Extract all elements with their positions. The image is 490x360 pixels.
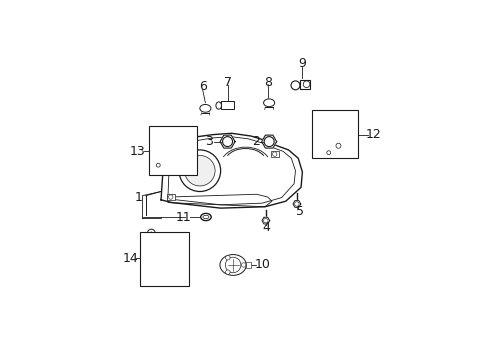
Circle shape — [157, 129, 165, 137]
Circle shape — [335, 111, 343, 118]
Bar — [149, 237, 154, 246]
Text: 10: 10 — [254, 258, 270, 271]
Bar — [221, 102, 234, 109]
Circle shape — [225, 256, 230, 260]
Bar — [320, 118, 325, 127]
Polygon shape — [262, 217, 270, 224]
Bar — [140, 232, 189, 286]
Ellipse shape — [291, 81, 300, 90]
Circle shape — [264, 219, 268, 223]
Circle shape — [156, 163, 160, 167]
Circle shape — [272, 152, 277, 156]
Circle shape — [242, 263, 246, 267]
Text: 8: 8 — [264, 76, 272, 89]
Text: 7: 7 — [223, 76, 232, 89]
Circle shape — [222, 136, 233, 147]
Ellipse shape — [203, 215, 209, 219]
Circle shape — [164, 262, 172, 270]
Circle shape — [169, 195, 173, 199]
Circle shape — [147, 229, 155, 237]
Bar — [337, 118, 342, 127]
Text: 14: 14 — [122, 252, 138, 265]
Polygon shape — [220, 135, 235, 148]
Bar — [167, 194, 174, 201]
Ellipse shape — [201, 213, 211, 221]
Circle shape — [294, 202, 299, 206]
Circle shape — [336, 143, 341, 148]
Text: 5: 5 — [296, 205, 304, 218]
Ellipse shape — [200, 104, 211, 112]
Polygon shape — [293, 201, 301, 207]
Ellipse shape — [216, 102, 221, 109]
Text: 4: 4 — [262, 221, 270, 234]
Circle shape — [264, 136, 274, 147]
Circle shape — [303, 81, 310, 87]
Bar — [175, 137, 180, 146]
Bar — [148, 126, 197, 175]
Ellipse shape — [220, 255, 246, 275]
Text: 12: 12 — [365, 128, 381, 141]
Bar — [166, 270, 171, 279]
Circle shape — [185, 156, 215, 186]
Text: 9: 9 — [298, 58, 306, 71]
Circle shape — [327, 151, 331, 155]
Text: 2: 2 — [252, 135, 260, 148]
Text: 11: 11 — [175, 211, 191, 224]
Bar — [166, 159, 173, 166]
Bar — [159, 137, 164, 146]
Text: 13: 13 — [129, 145, 146, 158]
Bar — [300, 80, 310, 89]
Circle shape — [179, 150, 220, 192]
Bar — [271, 151, 279, 157]
Polygon shape — [161, 133, 302, 208]
Circle shape — [319, 111, 326, 118]
Ellipse shape — [264, 99, 275, 107]
Circle shape — [167, 160, 171, 165]
Circle shape — [174, 129, 182, 137]
Polygon shape — [262, 135, 277, 148]
Text: 1: 1 — [135, 192, 143, 204]
Text: 6: 6 — [198, 81, 207, 94]
Bar — [312, 110, 358, 158]
Text: 3: 3 — [205, 135, 213, 148]
Bar — [245, 262, 250, 268]
Circle shape — [225, 270, 230, 274]
Circle shape — [225, 257, 241, 273]
